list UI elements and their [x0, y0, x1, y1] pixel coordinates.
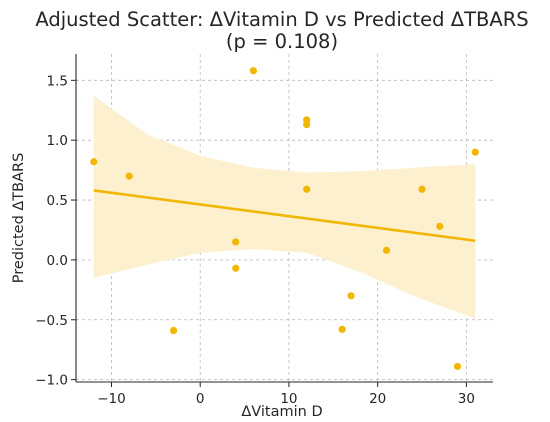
chart-subtitle: (p = 0.108): [226, 30, 338, 53]
tick-labels-layer: −10 0 10 20 30 −1.0 −0.5 0.0 0.5 1.0 1.5: [35, 73, 475, 407]
data-point: [303, 185, 311, 193]
x-tick-label: 30: [458, 391, 475, 407]
x-axis-label: ΔVitamin D: [241, 404, 322, 420]
data-point: [382, 246, 391, 254]
y-tick-label: 1.0: [47, 133, 68, 149]
regression-line: [93, 189, 476, 243]
data-point: [453, 362, 462, 371]
y-tick-label: −0.5: [35, 313, 68, 329]
x-tick-label: 0: [196, 391, 205, 407]
data-point: [232, 238, 240, 246]
y-tick-label: −1.0: [35, 373, 68, 389]
y-axis-label: Predicted ΔTBARS: [11, 153, 27, 284]
data-point: [418, 185, 426, 193]
y-tick-label: 0.0: [47, 253, 68, 269]
y-tick-label: 0.5: [47, 193, 68, 209]
confidence-band-layer: [93, 95, 476, 319]
data-point: [232, 264, 240, 272]
data-point: [303, 121, 311, 129]
data-point: [471, 148, 479, 156]
data-points-layer: [90, 67, 479, 371]
data-point: [347, 292, 355, 300]
y-tick-label: 1.5: [47, 73, 68, 89]
data-point: [436, 222, 444, 230]
x-tick-label: 20: [369, 391, 386, 407]
data-point: [249, 67, 258, 75]
data-point: [169, 326, 178, 335]
chart-title: Adjusted Scatter: ΔVitamin D vs Predicte…: [35, 8, 528, 31]
x-tick-label: −10: [97, 391, 126, 407]
x-tick-label: 10: [280, 391, 297, 407]
regression-line-layer: [93, 189, 476, 243]
confidence-band: [93, 95, 476, 319]
data-point: [338, 325, 346, 333]
data-point: [90, 158, 98, 166]
data-point: [125, 172, 133, 180]
axes-layer: [71, 54, 493, 387]
